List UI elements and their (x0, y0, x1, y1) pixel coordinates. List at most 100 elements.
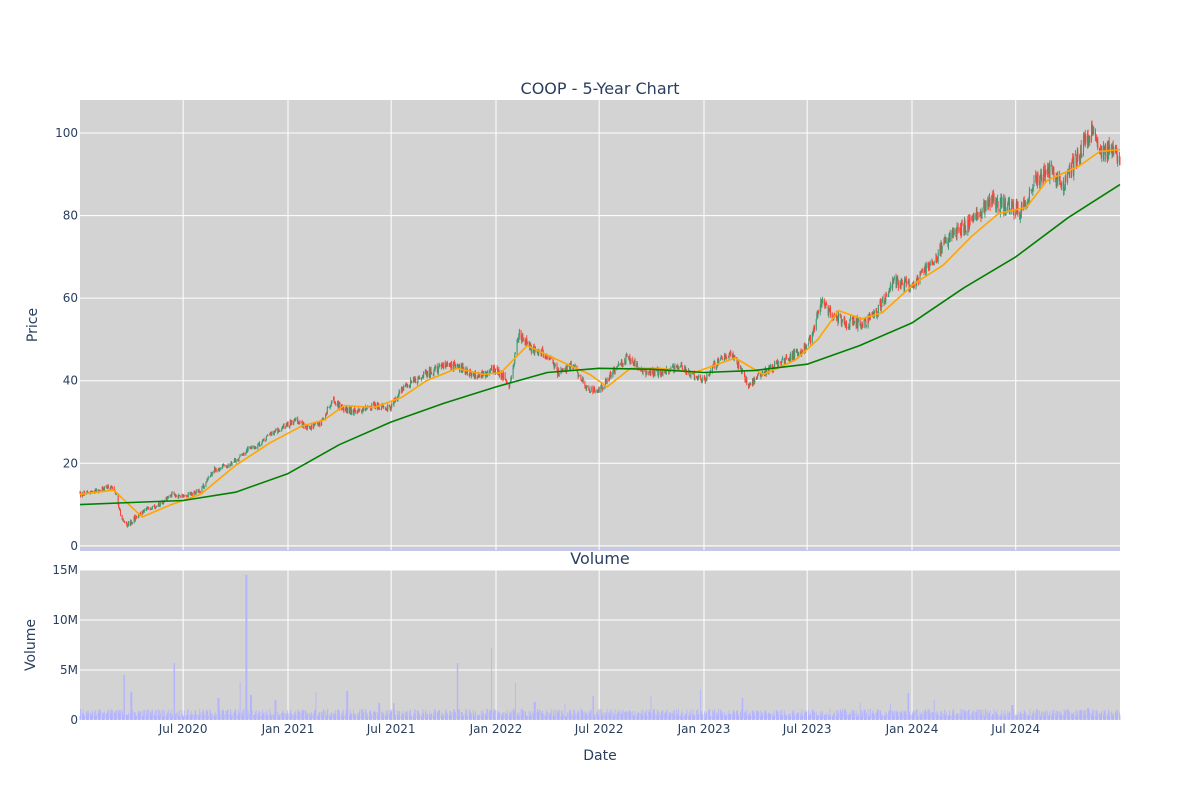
candle-body (390, 407, 392, 411)
candle-body (202, 484, 204, 488)
candle-body (131, 522, 133, 524)
candle-body (904, 280, 906, 282)
candle-body (576, 370, 578, 373)
candle-body (525, 341, 527, 345)
candle-body (122, 519, 124, 521)
candle-body (438, 364, 440, 368)
candle-body (286, 423, 288, 426)
candle-body (138, 514, 140, 517)
price-y-tick-label: 0 (70, 539, 78, 553)
candle-body (1024, 203, 1026, 205)
candle-body (770, 364, 772, 368)
candle-body (267, 435, 269, 436)
candle-body (557, 370, 559, 376)
candle-body (1105, 146, 1107, 160)
candle-body (449, 363, 451, 366)
candle-body (808, 338, 810, 339)
candle-body (476, 377, 478, 379)
candle-body (1081, 154, 1083, 157)
candle-body (314, 423, 316, 426)
candle-body (462, 364, 464, 370)
candle-body (310, 425, 312, 430)
volume-y-tick-label: 15M (52, 563, 78, 577)
candle-body (1019, 212, 1021, 219)
candle-body (171, 492, 173, 494)
candle-body (827, 305, 829, 316)
candle-body (1055, 177, 1057, 187)
candle-body (342, 407, 344, 409)
candle-body (425, 371, 427, 376)
candle-body (421, 376, 423, 378)
candle-body (590, 387, 592, 392)
candle-body (506, 380, 508, 382)
candle-body (467, 369, 469, 375)
candle-body (187, 496, 189, 498)
candle-body (199, 491, 201, 493)
candle-body (512, 367, 514, 377)
candle-body (107, 485, 109, 489)
candle-body (541, 349, 543, 351)
candle-body (680, 365, 682, 367)
candle-body (145, 509, 147, 511)
candle-body (653, 370, 655, 376)
range-slider-strip[interactable] (80, 547, 1120, 551)
candle-body (130, 520, 132, 526)
candle-body (171, 492, 173, 497)
candle-body (445, 364, 447, 368)
candle-body (1041, 178, 1043, 184)
candle-body (793, 357, 795, 359)
candle-body (949, 232, 951, 242)
candle-body (696, 377, 698, 379)
candle-body (257, 443, 259, 445)
candle-body (804, 346, 806, 351)
candle-body (981, 209, 983, 216)
candle-body (841, 320, 843, 325)
candle-body (1051, 165, 1053, 172)
candle-body (450, 365, 452, 370)
candle-body (235, 459, 237, 463)
candle-body (888, 289, 890, 293)
candle-body (633, 364, 635, 366)
candle-body (365, 406, 367, 411)
candle-body (983, 202, 985, 209)
candle-body (664, 371, 666, 373)
candle-body (853, 317, 855, 324)
candle-body (757, 374, 759, 378)
candle-body (207, 477, 209, 480)
candle-body (889, 289, 891, 292)
candle-body (404, 384, 406, 387)
candle-body (496, 367, 498, 370)
x-tick-label: Jul 2020 (158, 722, 208, 736)
candle-body (1031, 189, 1033, 191)
candle-body (622, 363, 624, 365)
x-ticks: Jul 2020 Jan 2021 Jul 2021 Jan 2022 Jul 2022… (158, 722, 1040, 736)
candle-body (927, 264, 929, 266)
candle-body (717, 358, 719, 364)
candle-body (1060, 183, 1062, 187)
candle-body (178, 495, 180, 498)
candle-body (879, 300, 881, 305)
candle-body (1073, 157, 1075, 175)
candle-body (155, 507, 157, 509)
candle-body (509, 383, 511, 388)
candle-body (624, 360, 626, 363)
candle-body (1064, 188, 1066, 190)
x-tick-label: Jul 2022 (574, 722, 624, 736)
candle-body (251, 446, 253, 449)
candle-body (721, 355, 723, 358)
candle-body (127, 521, 129, 526)
candle-body (1040, 170, 1042, 178)
candle-body (602, 389, 604, 390)
candle-body (777, 365, 779, 367)
candle-body (864, 317, 866, 322)
candle-body (1075, 155, 1077, 156)
candle-body (1065, 176, 1067, 182)
candle-body (872, 312, 874, 316)
candle-body (159, 503, 161, 506)
candle-body (561, 369, 563, 371)
candle-body (1048, 163, 1050, 179)
candle-body (937, 259, 939, 261)
candle-body (416, 382, 418, 384)
candle-body (814, 325, 816, 330)
